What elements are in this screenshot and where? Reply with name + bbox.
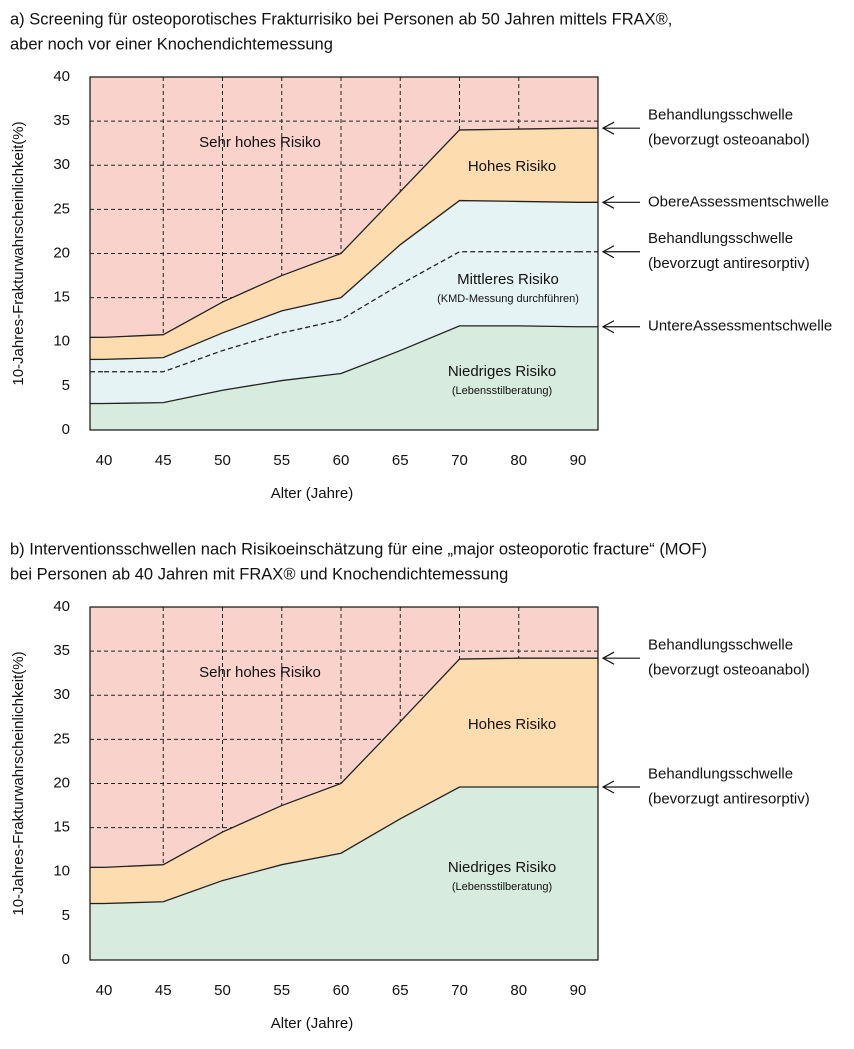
x-tick-label: 80 — [510, 982, 527, 999]
threshold-label: (bevorzugt antiresorptiv) — [648, 255, 810, 272]
y-tick-label: 20 — [53, 774, 70, 791]
region-sublabel: (Lebensstilberatung) — [452, 385, 552, 397]
area — [90, 325, 598, 430]
arrow-head — [601, 320, 615, 334]
y-tick-label: 40 — [53, 68, 70, 85]
threshold-line — [104, 251, 578, 373]
threshold-line — [103, 199, 579, 361]
y-tick-label: 15 — [53, 289, 70, 306]
x-tick-label: 45 — [155, 982, 172, 999]
region-label: Sehr hohes Risiko — [199, 134, 321, 151]
arrow-head — [601, 121, 615, 135]
x-tick-label: 80 — [510, 452, 527, 469]
x-tick-label: 65 — [392, 452, 409, 469]
x-tick-label: 65 — [392, 982, 409, 999]
arrow-head — [601, 245, 615, 259]
y-tick-label: 5 — [62, 907, 70, 924]
x-tick-label: 60 — [333, 982, 350, 999]
arrow-head — [601, 195, 615, 209]
x-axis-label: Alter (Jahre) — [271, 1015, 354, 1032]
threshold-line — [103, 127, 579, 338]
plot-frame — [89, 606, 599, 961]
y-tick-label: 30 — [53, 156, 70, 173]
chart-title: b) Interventionsschwellen nach Risikoein… — [10, 540, 707, 558]
area — [90, 787, 598, 960]
y-tick-label: 25 — [53, 730, 70, 747]
threshold-label: (bevorzugt osteoanabol) — [648, 662, 810, 679]
x-tick-label: 60 — [333, 452, 350, 469]
region-label: Niedriges Risiko — [448, 363, 556, 380]
threshold-label: (bevorzugt antiresorptiv) — [648, 790, 810, 807]
y-tick-label: 0 — [62, 951, 70, 968]
threshold-label: UntereAssessmentschwelle — [648, 318, 832, 335]
y-tick-label: 35 — [53, 642, 70, 659]
y-tick-label: 10 — [53, 863, 70, 880]
region-label: Mittleres Risiko — [457, 271, 559, 288]
chart-title: aber noch vor einer Knochendichtemessung — [10, 35, 333, 53]
x-tick-label: 70 — [451, 982, 468, 999]
x-tick-label: 55 — [273, 452, 290, 469]
y-tick-label: 30 — [53, 686, 70, 703]
chart: a) Screening für osteoporotisches Fraktu… — [10, 10, 832, 502]
arrow-head — [601, 651, 615, 665]
threshold-label: Behandlungsschwelle — [648, 230, 793, 247]
x-tick-label: 70 — [451, 452, 468, 469]
chart: b) Interventionsschwellen nach Risikoein… — [10, 540, 810, 1032]
region-label: Hohes Risiko — [468, 158, 556, 175]
y-axis-label: 10-Jahres-Frakturwahrscheinlichkeit(%) — [10, 651, 27, 915]
threshold-label: Behandlungsschwelle — [648, 107, 793, 124]
x-tick-label: 55 — [273, 982, 290, 999]
chart-title: bei Personen ab 40 Jahren mit FRAX® und … — [10, 565, 508, 583]
x-tick-label: 90 — [570, 982, 587, 999]
threshold-label: Behandlungsschwelle — [648, 637, 793, 654]
x-tick-label: 50 — [214, 452, 231, 469]
y-tick-label: 0 — [62, 421, 70, 438]
x-axis-label: Alter (Jahre) — [271, 485, 354, 502]
region-label: Sehr hohes Risiko — [199, 664, 321, 681]
threshold-label: (bevorzugt osteoanabol) — [648, 132, 810, 149]
y-tick-label: 10 — [53, 333, 70, 350]
y-tick-label: 5 — [62, 377, 70, 394]
region-sublabel: (Lebensstilberatung) — [452, 881, 552, 893]
y-tick-label: 25 — [53, 200, 70, 217]
threshold-label: Behandlungsschwelle — [648, 765, 793, 782]
region-label: Niedriges Risiko — [448, 859, 556, 876]
x-tick-label: 40 — [96, 452, 113, 469]
plot-frame — [89, 76, 599, 431]
region-label: Hohes Risiko — [468, 716, 556, 733]
y-tick-label: 35 — [53, 112, 70, 129]
arrow-head — [601, 780, 615, 794]
chart-title: a) Screening für osteoporotisches Fraktu… — [10, 10, 672, 28]
y-tick-label: 15 — [53, 819, 70, 836]
x-tick-label: 50 — [214, 982, 231, 999]
threshold-line — [103, 657, 578, 868]
threshold-label: ObereAssessmentschwelle — [648, 193, 829, 210]
y-axis-label: 10-Jahres-Frakturwahrscheinlichkeit(%) — [10, 121, 27, 385]
x-tick-label: 45 — [155, 452, 172, 469]
threshold-line — [103, 786, 578, 905]
y-tick-label: 20 — [53, 244, 70, 261]
y-tick-label: 40 — [53, 598, 70, 615]
x-tick-label: 40 — [96, 982, 113, 999]
region-sublabel: (KMD-Messung durchführen) — [437, 293, 579, 305]
x-tick-label: 90 — [570, 452, 587, 469]
threshold-line — [103, 325, 579, 405]
